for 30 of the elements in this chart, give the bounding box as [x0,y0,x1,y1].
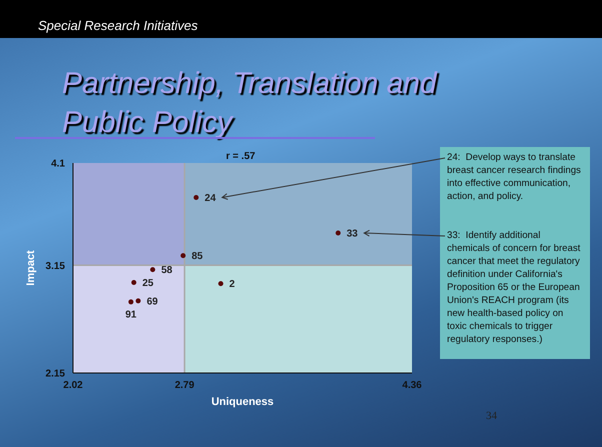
y-tick-label: 4.1 [51,158,66,170]
text: r = .57 [226,151,256,162]
text: 34 [486,410,497,422]
y-axis-title: Impact [24,250,37,286]
point [194,194,199,200]
series-label: 33 [346,228,358,240]
point [336,230,341,236]
x-tick-label: 2.79 [174,380,195,392]
y-tick-label: 2.15 [46,368,66,380]
x-axis-title: Uniqueness [211,396,274,408]
point [150,267,156,272]
chart-subtitle: Special Research Initiatives [38,18,198,33]
text: 33: Identify additional chemicals of concern for breast cancer that meet the regulatory definition under California's Proposition 65 or the European Union's REACH program (its new health-based policy on toxic chemicals to trigger regulatory responses.) [447,230,580,345]
text: 24: Develop ways to translate breast cancer research findings into effective communication, action, and policy. [447,151,582,203]
series-label: 25 [142,278,154,290]
chart-title: Partnership, Translation and Public Policy [62,66,438,141]
y-tick-label: 3.15 [46,260,66,272]
x-tick-label: 4.36 [402,380,422,392]
point [180,253,186,258]
point [131,280,136,286]
series-label: 58 [161,265,173,276]
series-label: 85 [192,251,204,262]
x-tick-label: 2.02 [63,380,84,392]
point [136,298,141,304]
point [128,299,134,304]
series-label: 69 [146,296,158,308]
series-label: 24 [204,193,216,204]
point [218,281,224,286]
series-label: 91 [125,310,137,321]
series-label: 2 [229,279,236,290]
